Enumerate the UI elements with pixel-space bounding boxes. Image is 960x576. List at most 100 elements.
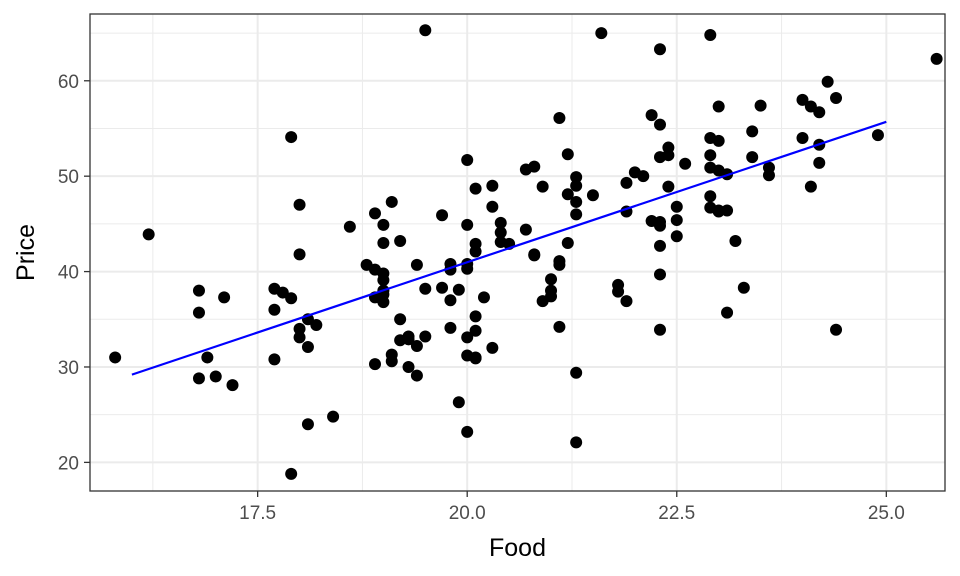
- data-point: [226, 379, 239, 392]
- data-point: [419, 330, 432, 343]
- data-point: [410, 258, 423, 271]
- data-point: [871, 129, 884, 142]
- data-point: [553, 320, 566, 333]
- major-gridlines: [90, 14, 945, 491]
- data-point: [670, 214, 683, 227]
- data-point: [704, 149, 717, 162]
- data-point: [586, 189, 599, 202]
- data-point: [545, 273, 558, 286]
- data-point: [452, 396, 465, 409]
- data-point: [712, 134, 725, 147]
- x-tick-label: 22.5: [658, 503, 695, 524]
- data-point: [796, 132, 809, 145]
- data-point: [327, 410, 340, 423]
- data-point: [461, 425, 474, 438]
- data-point: [410, 339, 423, 352]
- data-point: [561, 148, 574, 161]
- data-point: [721, 306, 734, 319]
- data-point: [394, 313, 407, 326]
- data-point: [469, 310, 482, 323]
- data-point: [461, 153, 474, 166]
- x-axis: 17.5 20.0 22.5 25.0: [239, 491, 905, 524]
- data-point: [192, 372, 205, 385]
- data-point: [369, 207, 381, 220]
- x-tick-label: 25.0: [868, 503, 905, 524]
- x-axis-title: Food: [489, 534, 546, 562]
- minor-gridlines: [90, 14, 945, 491]
- data-point: [469, 324, 482, 337]
- data-point: [268, 303, 281, 316]
- data-point: [813, 106, 826, 119]
- data-point: [570, 179, 583, 192]
- data-point: [830, 91, 843, 104]
- data-point: [754, 99, 767, 112]
- data-point: [654, 118, 666, 131]
- data-point: [645, 109, 658, 122]
- data-point: [654, 239, 666, 252]
- data-point: [436, 209, 449, 222]
- data-point: [654, 323, 666, 336]
- data-point: [494, 226, 507, 239]
- data-point: [402, 333, 415, 346]
- y-tick-label: 40: [58, 263, 79, 284]
- data-point: [746, 151, 759, 164]
- data-point: [704, 28, 717, 41]
- data-point: [293, 198, 306, 211]
- panel-border: [89, 13, 946, 492]
- data-point: [729, 235, 742, 248]
- data-point: [461, 331, 474, 344]
- data-point: [486, 179, 499, 192]
- data-point: [804, 100, 817, 113]
- data-point: [570, 366, 583, 379]
- data-point: [452, 283, 465, 296]
- data-point: [461, 218, 474, 231]
- data-point: [109, 351, 122, 364]
- data-point: [436, 281, 449, 294]
- data-point: [461, 262, 474, 275]
- data-point: [276, 286, 289, 299]
- data-point: [620, 176, 633, 189]
- data-point: [301, 418, 314, 431]
- data-point: [536, 180, 549, 193]
- data-point: [561, 236, 574, 249]
- data-point: [930, 52, 943, 65]
- data-point: [469, 237, 482, 250]
- regression-line-group: [131, 120, 887, 376]
- regression-line: [131, 120, 887, 376]
- y-tick-label: 30: [58, 358, 79, 379]
- data-point: [519, 223, 532, 236]
- data-point: [570, 171, 583, 184]
- data-point: [369, 358, 381, 371]
- data-point: [486, 200, 499, 213]
- data-point: [486, 341, 499, 354]
- data-point: [218, 291, 231, 304]
- data-point: [670, 230, 683, 243]
- data-point: [209, 370, 222, 383]
- data-point: [762, 161, 775, 174]
- data-point: [620, 295, 633, 308]
- y-axis: 20 30 40 50 60: [58, 72, 90, 474]
- data-point: [712, 100, 725, 113]
- data-point: [612, 285, 625, 298]
- data-point: [494, 216, 507, 229]
- data-point: [444, 321, 457, 334]
- data-point: [654, 43, 666, 56]
- data-point: [528, 160, 541, 173]
- data-point: [746, 125, 759, 138]
- data-point: [545, 290, 558, 303]
- data-point: [570, 195, 583, 208]
- data-point: [528, 249, 541, 262]
- data-point: [830, 323, 843, 336]
- data-point: [201, 351, 214, 364]
- data-point: [821, 75, 834, 88]
- data-point: [469, 182, 482, 195]
- data-point: [377, 267, 390, 280]
- data-point: [712, 204, 725, 217]
- data-point: [192, 306, 205, 319]
- data-point: [343, 220, 356, 233]
- data-point: [385, 195, 398, 208]
- data-point: [670, 200, 683, 213]
- data-point: [192, 284, 205, 297]
- data-point: [737, 281, 750, 294]
- data-point: [662, 149, 675, 162]
